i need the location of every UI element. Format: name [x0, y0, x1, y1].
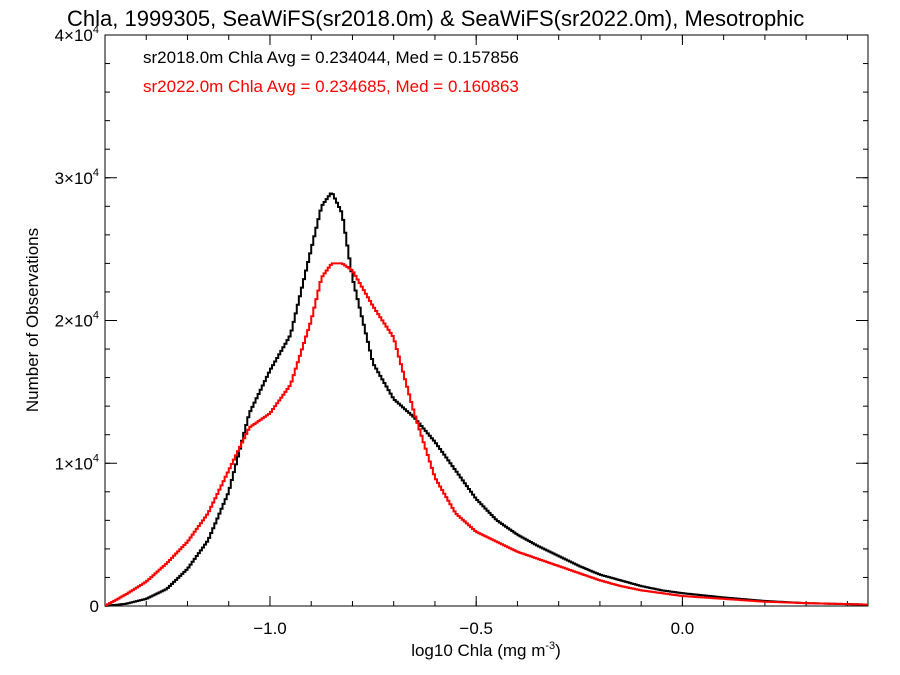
y-tick-label: 0 [90, 597, 99, 616]
y-axis-label: Number of Observations [23, 228, 42, 412]
chart-title: Chla, 1999305, SeaWiFS(sr2018.0m) & SeaW… [67, 6, 804, 31]
x-tick-label: −0.5 [459, 619, 493, 638]
y-tick-label: 2×104 [55, 310, 99, 331]
x-axis-label: log10 Chla (mg m-3) [411, 640, 561, 660]
y-tick-label: 1×104 [55, 452, 99, 473]
x-tick-label: 0.0 [671, 619, 695, 638]
stat-annotation-sr2018: sr2018.0m Chla Avg = 0.234044, Med = 0.1… [143, 48, 519, 67]
y-tick-label: 3×104 [55, 167, 99, 188]
y-tick-label: 4×104 [55, 24, 99, 45]
plot-frame [104, 34, 869, 607]
axis-ticks: −1.0 −0.5 0.0 0 1×104 2×104 3×104 4×104 [55, 24, 868, 638]
x-tick-label: −1.0 [253, 619, 287, 638]
series-line-sr2018 [105, 192, 868, 607]
series-line-sr2022 [105, 262, 868, 607]
stat-annotation-sr2022: sr2022.0m Chla Avg = 0.234685, Med = 0.1… [143, 77, 519, 96]
